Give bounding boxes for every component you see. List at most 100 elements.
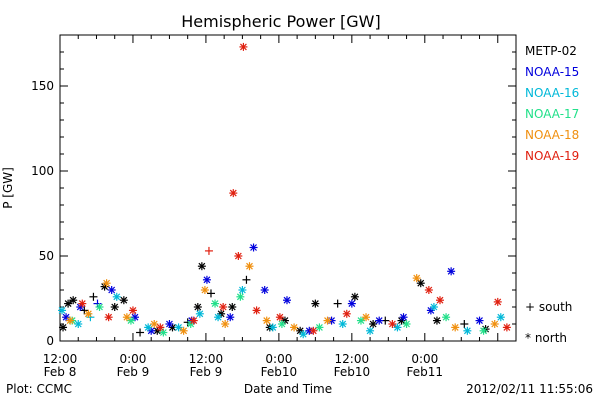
north-point-marker	[416, 279, 425, 288]
north-point-marker	[429, 303, 438, 311]
north-point-marker	[245, 262, 254, 271]
north-point-marker	[496, 313, 505, 322]
north-point-marker	[338, 320, 347, 328]
north-point-marker	[252, 306, 261, 315]
legend-south-marker: + south	[525, 300, 572, 314]
north-point-marker	[249, 243, 258, 252]
x-tick-label-date: Feb 8	[44, 365, 77, 379]
south-point-marker	[242, 275, 251, 284]
north-point-marker	[144, 323, 153, 332]
north-point-marker	[311, 299, 320, 308]
x-tick-label-time: 0:00	[265, 352, 292, 366]
north-point-marker	[475, 316, 484, 325]
north-point-marker	[277, 320, 286, 328]
chart-title: Hemispheric Power [GW]	[181, 12, 380, 31]
north-point-marker	[412, 274, 421, 283]
north-point-marker	[110, 303, 119, 311]
north-point-marker	[122, 313, 131, 322]
legend-entry: NOAA-16	[525, 86, 579, 100]
south-point-marker	[86, 313, 95, 322]
north-point-marker	[197, 262, 206, 271]
north-point-marker	[78, 299, 87, 308]
south-point-marker	[80, 306, 89, 315]
north-point-marker	[202, 275, 211, 284]
north-point-marker	[502, 323, 511, 332]
north-point-marker	[64, 299, 73, 308]
y-tick-label: 100	[31, 164, 54, 178]
north-point-marker	[323, 316, 332, 325]
north-point-marker	[388, 320, 397, 328]
x-tick-label-time: 12:00	[335, 352, 370, 366]
legend-entry: NOAA-19	[525, 149, 579, 163]
north-point-marker	[268, 323, 277, 332]
y-tick-label: 0	[46, 334, 54, 348]
north-point-marker	[366, 326, 375, 335]
legend-entry: NOAA-15	[525, 65, 579, 79]
north-point-marker	[375, 316, 384, 325]
x-tick-label-date: Feb 9	[117, 365, 150, 379]
north-point-marker	[356, 316, 365, 325]
south-point-marker	[460, 320, 469, 328]
series-legend: METP-02 NOAA-15 NOAA-16 NOAA-17 NOAA-18 NOAA-…	[525, 44, 579, 163]
north-point-marker	[451, 323, 460, 332]
north-point-marker	[107, 286, 116, 294]
x-tick-label-date: Feb 9	[190, 365, 223, 379]
x-tick-label-date: Feb10	[261, 365, 298, 379]
north-point-marker	[275, 313, 284, 322]
north-point-marker	[402, 320, 411, 328]
north-point-marker	[59, 323, 68, 332]
north-point-marker	[119, 296, 128, 305]
north-point-marker	[219, 303, 228, 311]
north-point-marker	[112, 292, 121, 301]
south-point-marker	[89, 292, 98, 301]
north-point-marker	[347, 299, 356, 308]
legend-north-marker: * north	[525, 331, 567, 345]
x-tick-label-date: Feb11	[407, 365, 444, 379]
north-point-marker	[128, 306, 137, 315]
north-point-marker	[200, 286, 209, 294]
plot-frame	[59, 34, 517, 342]
legend-entry: METP-02	[525, 44, 577, 58]
north-point-marker	[211, 299, 220, 308]
north-point-marker	[193, 303, 202, 311]
y-tick-label: 50	[39, 249, 54, 263]
north-point-marker	[226, 313, 235, 322]
north-point-marker	[447, 267, 456, 276]
y-axis-label: P [GW]	[1, 167, 15, 209]
north-point-marker	[315, 323, 324, 332]
north-point-marker	[234, 252, 243, 260]
north-point-marker	[342, 309, 351, 318]
south-point-marker	[204, 246, 213, 255]
north-point-marker	[229, 189, 238, 198]
north-point-marker	[74, 320, 83, 328]
x-tick-label-time: 0:00	[411, 352, 438, 366]
north-point-marker	[262, 316, 271, 325]
x-tick-label-date: Feb10	[334, 365, 371, 379]
south-point-marker	[333, 299, 342, 308]
north-point-marker	[397, 316, 406, 325]
x-axis-label: Date and Time	[244, 382, 332, 396]
x-tick-label-time: 12:00	[43, 352, 78, 366]
north-point-marker	[479, 326, 488, 335]
north-point-marker	[84, 309, 93, 318]
north-point-marker	[424, 286, 433, 294]
north-point-marker	[69, 296, 78, 305]
north-point-marker	[290, 323, 299, 332]
north-point-marker	[156, 323, 165, 332]
north-point-marker	[239, 42, 248, 51]
north-point-marker	[104, 313, 113, 322]
north-point-marker	[195, 309, 204, 318]
legend-entry: NOAA-17	[525, 107, 579, 121]
north-point-marker	[228, 303, 237, 311]
data-points	[58, 42, 511, 339]
north-point-marker	[369, 320, 378, 328]
north-point-marker	[393, 323, 402, 332]
plot-timestamp: 2012/02/11 11:55:06	[466, 382, 593, 396]
north-point-marker	[309, 326, 318, 335]
north-point-marker	[66, 316, 75, 325]
south-point-marker	[93, 299, 102, 308]
north-point-marker	[282, 296, 291, 305]
north-point-marker	[102, 279, 111, 288]
